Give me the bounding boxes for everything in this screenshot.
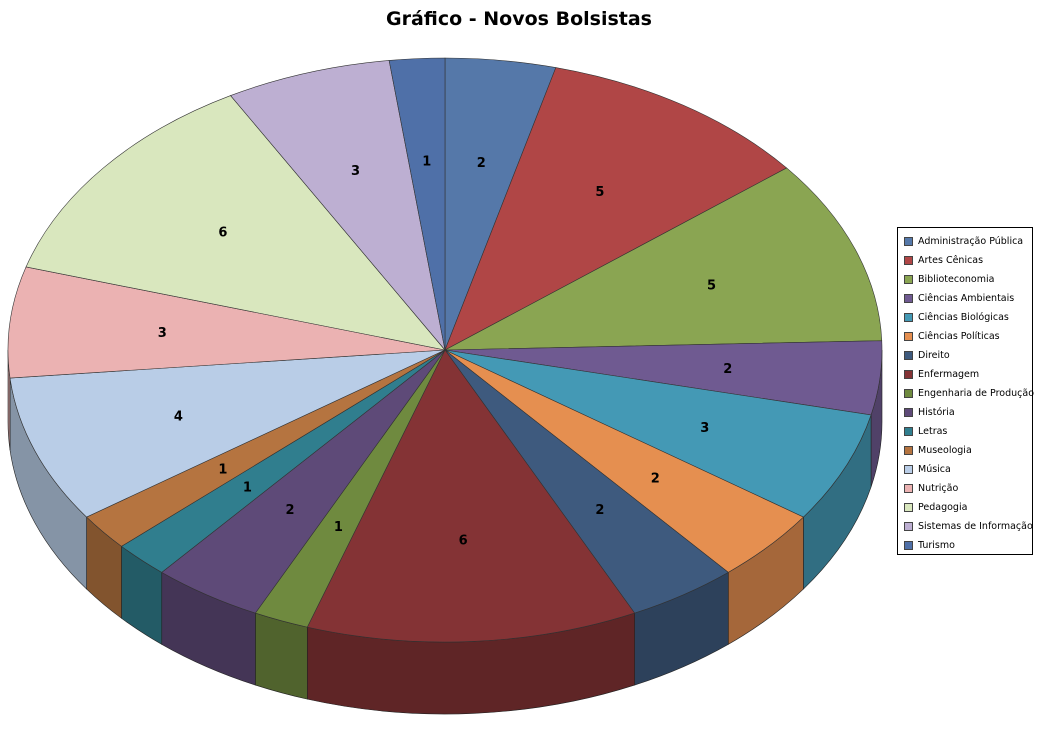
legend-swatch xyxy=(904,256,913,265)
legend-label: Ciências Políticas xyxy=(918,331,1000,342)
legend-item: Música xyxy=(904,460,1032,479)
legend-label: Museologia xyxy=(918,445,972,456)
legend-label: Artes Cênicas xyxy=(918,255,984,266)
legend: Administração Pública Artes Cênicas Biblio… xyxy=(897,227,1035,555)
data-label-15: 3 xyxy=(351,164,360,179)
legend-label: Pedagogia xyxy=(918,502,968,513)
legend-item: Nutrição xyxy=(904,479,1032,498)
legend-swatch xyxy=(904,465,913,474)
pie-side-8 xyxy=(255,612,308,700)
data-label-1: 5 xyxy=(595,185,604,200)
legend-item: Ciências Ambientais xyxy=(904,289,1032,308)
legend-label: Turismo xyxy=(918,540,955,551)
pie-slice-15 xyxy=(230,60,446,352)
legend-swatch xyxy=(904,522,913,531)
legend-label: Biblioteconomia xyxy=(918,274,995,285)
data-label-4: 3 xyxy=(700,421,709,436)
legend-item: Ciências Biológicas xyxy=(904,308,1032,327)
pie-slice-14 xyxy=(25,95,446,351)
legend-label: Engenharia de Produção xyxy=(918,388,1035,399)
legend-item: Turismo xyxy=(904,536,1032,555)
legend-swatch xyxy=(904,313,913,322)
legend-item: Ciências Políticas xyxy=(904,327,1032,346)
legend-label: Ciências Ambientais xyxy=(918,293,1015,304)
legend-item: Biblioteconomia xyxy=(904,270,1032,289)
legend-swatch xyxy=(904,427,913,436)
data-label-13: 3 xyxy=(158,326,167,341)
legend-item: Enfermagem xyxy=(904,365,1032,384)
legend-swatch xyxy=(904,294,913,303)
pie-slice-12 xyxy=(9,349,446,518)
legend-item: Sistemas de Informação xyxy=(904,517,1033,536)
legend-item: Pedagogia xyxy=(904,498,1032,517)
legend-swatch xyxy=(904,541,913,550)
data-label-16: 1 xyxy=(422,155,431,170)
legend-label: Nutrição xyxy=(918,483,959,494)
data-label-6: 2 xyxy=(595,503,604,518)
legend-swatch xyxy=(904,446,913,455)
legend-label: Música xyxy=(918,464,951,475)
legend-label: Enfermagem xyxy=(918,369,980,380)
legend-item: História xyxy=(904,403,1032,422)
pie-slice-1 xyxy=(444,67,788,351)
legend-swatch xyxy=(904,332,913,341)
legend-swatch xyxy=(904,370,913,379)
legend-swatch xyxy=(904,275,913,284)
data-label-10: 1 xyxy=(243,480,252,495)
legend-label: Administração Pública xyxy=(918,236,1024,247)
pie-slice-16 xyxy=(388,57,446,351)
legend-label: Direito xyxy=(918,350,950,361)
legend-item: Administração Pública xyxy=(904,232,1032,251)
legend-swatch xyxy=(904,503,913,512)
legend-swatch xyxy=(904,408,913,417)
legend-item: Museologia xyxy=(904,441,1032,460)
legend-item: Letras xyxy=(904,422,1032,441)
legend-label: Ciências Biológicas xyxy=(918,312,1009,323)
data-label-8: 1 xyxy=(334,520,343,535)
data-label-12: 4 xyxy=(174,410,183,425)
data-label-3: 2 xyxy=(723,362,732,377)
data-label-9: 2 xyxy=(286,503,295,518)
legend-label: Sistemas de Informação xyxy=(918,521,1033,532)
pie-slice-2 xyxy=(444,167,883,351)
legend-swatch xyxy=(904,351,913,360)
data-label-2: 5 xyxy=(707,278,716,293)
legend-swatch xyxy=(904,484,913,493)
legend-item: Direito xyxy=(904,346,1032,365)
legend-swatch xyxy=(904,237,913,246)
data-label-5: 2 xyxy=(651,472,660,487)
legend-swatch xyxy=(904,389,913,398)
pie-slice-7 xyxy=(306,349,636,643)
data-label-0: 2 xyxy=(477,156,486,171)
legend-item: Engenharia de Produção xyxy=(904,384,1035,403)
pie-slice-4 xyxy=(444,349,872,518)
pie-slice-13 xyxy=(7,266,446,379)
legend-item: Artes Cênicas xyxy=(904,251,1032,270)
legend-label: História xyxy=(918,407,955,418)
chart-title: Gráfico - Novos Bolsistas xyxy=(385,8,652,30)
legend-label: Letras xyxy=(918,426,948,437)
data-label-14: 6 xyxy=(218,226,227,241)
data-label-11: 1 xyxy=(218,462,227,477)
data-label-7: 6 xyxy=(459,533,468,548)
